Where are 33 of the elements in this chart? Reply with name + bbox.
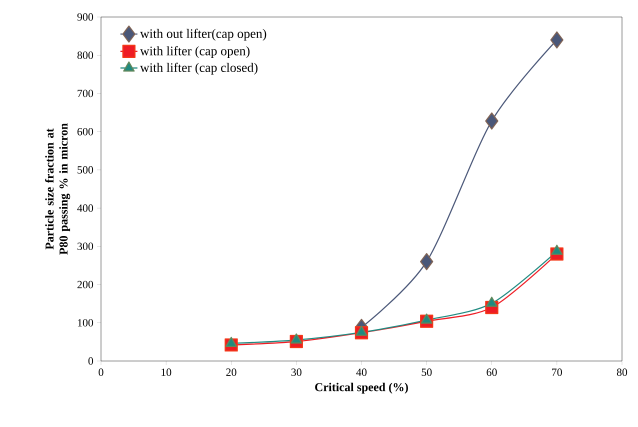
x-axis-title: Critical speed (%) [315, 382, 408, 394]
y-tick-label: 100 [78, 319, 94, 326]
x-tick-label: 60 [486, 368, 497, 376]
x-tick-label: 40 [356, 368, 367, 376]
x-tick-label: 0 [98, 368, 104, 376]
y-tick-label: 0 [88, 357, 94, 365]
legend-label: with out lifter(cap open) [140, 28, 266, 41]
point [356, 326, 368, 336]
legend-label: with lifter (cap closed) [140, 62, 258, 75]
point [486, 296, 498, 307]
point [551, 244, 563, 255]
y-axis-title: Particle size fraction at P80 passing % in micron [45, 123, 70, 255]
point [550, 31, 564, 49]
y-tick-label: 200 [77, 280, 94, 288]
point [485, 112, 498, 130]
point [420, 314, 432, 324]
point [290, 333, 302, 344]
x-tick-label: 80 [616, 368, 628, 376]
x-tick-label: 30 [291, 368, 302, 376]
y-tick-label: 600 [77, 128, 94, 136]
point [225, 336, 238, 348]
y-tick-label: 300 [78, 242, 94, 250]
y-tick-label: 400 [77, 204, 94, 212]
y-tick-label: 900 [77, 13, 94, 21]
y-tick-label: 800 [77, 52, 94, 59]
x-tick-label: 70 [552, 368, 562, 376]
y-tick-label: 500 [78, 166, 94, 174]
y-tick-label: 700 [78, 90, 94, 98]
legend-label: with lifter (cap open) [140, 46, 250, 58]
x-tick-label: 20 [226, 368, 236, 376]
x-tick-label: 10 [162, 368, 172, 376]
point [420, 253, 434, 270]
x-tick-label: 50 [422, 368, 432, 376]
